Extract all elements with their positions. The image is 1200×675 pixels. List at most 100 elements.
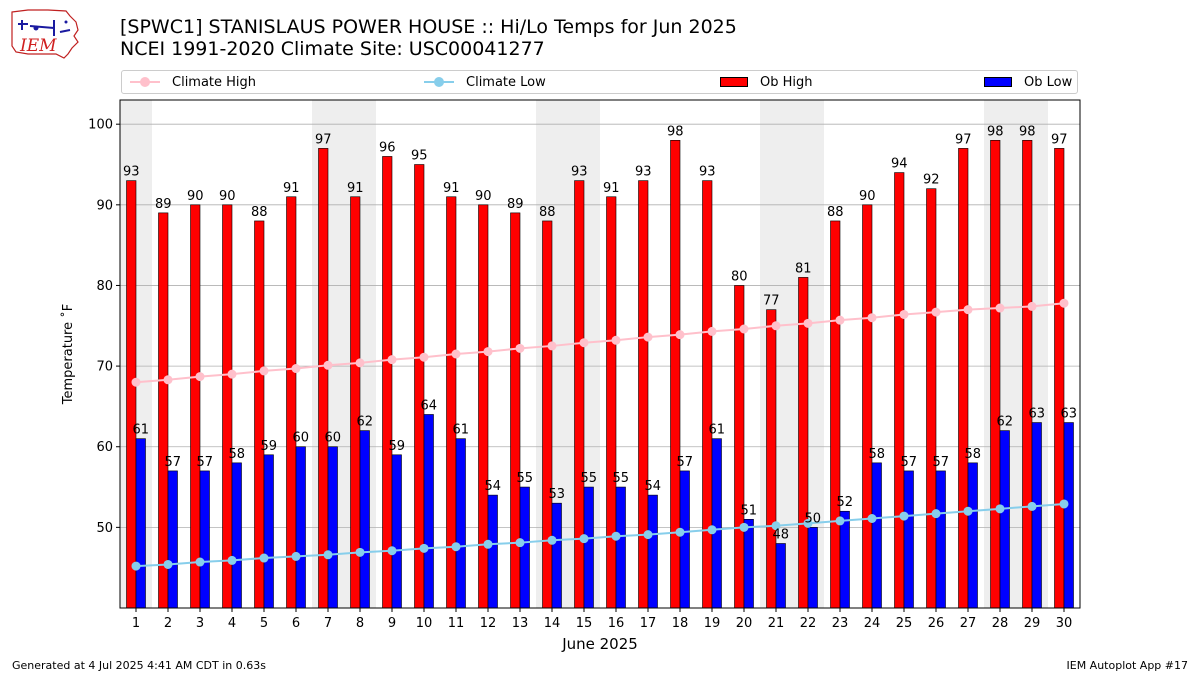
ob-high-label: 98 <box>1019 124 1036 139</box>
logo-text: IEM <box>19 36 57 56</box>
ob-low-bar <box>871 462 882 609</box>
climate-low-point <box>643 530 653 540</box>
climate-high-point <box>227 369 237 379</box>
climate-high-point <box>707 326 717 336</box>
ob-high-label: 90 <box>187 189 204 204</box>
ob-low-label: 57 <box>676 455 693 470</box>
ob-low-label: 59 <box>260 439 277 454</box>
climate-low-point <box>547 535 557 545</box>
climate-high-point <box>355 358 365 368</box>
ob-high-bar <box>222 204 233 609</box>
climate-low-point <box>1059 499 1069 509</box>
x-tick-label: 9 <box>388 616 396 631</box>
climate-low-line <box>135 502 1065 568</box>
ob-low-bar <box>167 470 178 609</box>
x-tick-label: 15 <box>576 616 593 631</box>
ob-high-label: 94 <box>891 157 908 172</box>
climate-low-point <box>355 547 365 557</box>
ob-high-bar <box>446 196 457 609</box>
x-tick-label: 10 <box>416 616 433 631</box>
climate-low-point <box>419 543 429 553</box>
ob-high-label: 95 <box>411 149 428 164</box>
climate-low-point <box>387 546 397 556</box>
climate-high-point <box>771 321 781 331</box>
ob-low-swatch <box>984 77 1012 87</box>
app-credit: IEM Autoplot App #17 <box>1066 659 1189 672</box>
ob-low-bar <box>999 430 1010 609</box>
climate-high-point <box>739 324 749 334</box>
ob-high-label: 91 <box>603 181 620 196</box>
climate-high-point <box>195 372 205 382</box>
y-tick-label: 60 <box>96 440 113 455</box>
chart-title: [SPWC1] STANISLAUS POWER HOUSE :: Hi/Lo … <box>120 16 737 38</box>
legend-item-climate-high: Climate High <box>130 71 256 93</box>
climate-high-point <box>1027 301 1037 311</box>
chart-subtitle: NCEI 1991-2020 Climate Site: USC00041277 <box>120 38 545 60</box>
ob-low-bar <box>1063 422 1074 609</box>
ob-high-label: 91 <box>443 181 460 196</box>
weekend-shade <box>1016 100 1048 608</box>
climate-high-point <box>995 303 1005 313</box>
ob-high-bar <box>670 140 681 609</box>
x-tick-label: 2 <box>164 616 172 631</box>
ob-low-bar <box>135 438 146 609</box>
ob-high-bar <box>1054 148 1065 609</box>
generated-note: Generated at 4 Jul 2025 4:41 AM CDT in 0… <box>12 659 266 672</box>
climate-low-point <box>227 555 237 565</box>
climate-low-point <box>739 522 749 532</box>
ob-high-bar <box>894 172 905 609</box>
ob-high-label: 89 <box>507 197 524 212</box>
climate-high-point <box>931 307 941 317</box>
ob-high-label: 91 <box>347 181 364 196</box>
ob-high-bar <box>830 220 841 609</box>
ob-low-label: 54 <box>484 479 501 494</box>
x-tick-label: 28 <box>992 616 1009 631</box>
ob-low-bar <box>935 470 946 609</box>
climate-high-point <box>579 338 589 348</box>
ob-low-label: 58 <box>228 447 245 462</box>
ob-high-label: 77 <box>763 294 780 309</box>
ob-high-label: 93 <box>571 165 588 180</box>
y-tick-label: 100 <box>88 118 113 133</box>
ob-low-bar <box>615 486 626 609</box>
ob-high-swatch <box>720 77 748 87</box>
ob-low-bar <box>967 462 978 609</box>
ob-high-label: 88 <box>251 205 268 220</box>
x-axis-label: June 2025 <box>561 635 638 653</box>
ob-high-label: 97 <box>1051 132 1068 147</box>
ob-low-bar <box>391 454 402 609</box>
ob-low-bar <box>295 446 306 609</box>
ob-high-label: 98 <box>667 124 684 139</box>
x-tick-label: 30 <box>1056 616 1073 631</box>
climate-low-point <box>803 518 813 528</box>
ob-high-bar <box>190 204 201 609</box>
climate-low-point <box>579 534 589 544</box>
ob-high-label: 92 <box>923 173 940 188</box>
climate-low-point <box>131 561 141 571</box>
y-tick-label: 90 <box>96 198 113 213</box>
chart-titles: [SPWC1] STANISLAUS POWER HOUSE :: Hi/Lo … <box>120 16 737 60</box>
ob-low-label: 57 <box>196 455 213 470</box>
ob-low-label: 52 <box>836 495 853 510</box>
climate-high-point <box>291 364 301 374</box>
ob-high-bar <box>734 285 745 609</box>
climate-high-point <box>451 349 461 359</box>
ob-high-label: 81 <box>795 261 812 276</box>
ob-low-label: 63 <box>1060 407 1077 422</box>
ob-high-label: 98 <box>987 124 1004 139</box>
ob-high-bar <box>638 180 649 609</box>
weekend-shade <box>792 100 824 608</box>
climate-low-point <box>195 557 205 567</box>
climate-low-swatch <box>424 76 454 88</box>
x-tick-label: 13 <box>512 616 529 631</box>
weekend-shade <box>984 100 1016 608</box>
x-tick-label: 12 <box>480 616 497 631</box>
climate-high-point <box>643 332 653 342</box>
ob-low-bar <box>551 502 562 609</box>
ob-high-bar <box>990 140 1001 609</box>
ob-low-bar <box>455 438 466 609</box>
ob-low-label: 63 <box>1028 407 1045 422</box>
weekend-shade <box>568 100 600 608</box>
climate-high-point <box>323 360 333 370</box>
